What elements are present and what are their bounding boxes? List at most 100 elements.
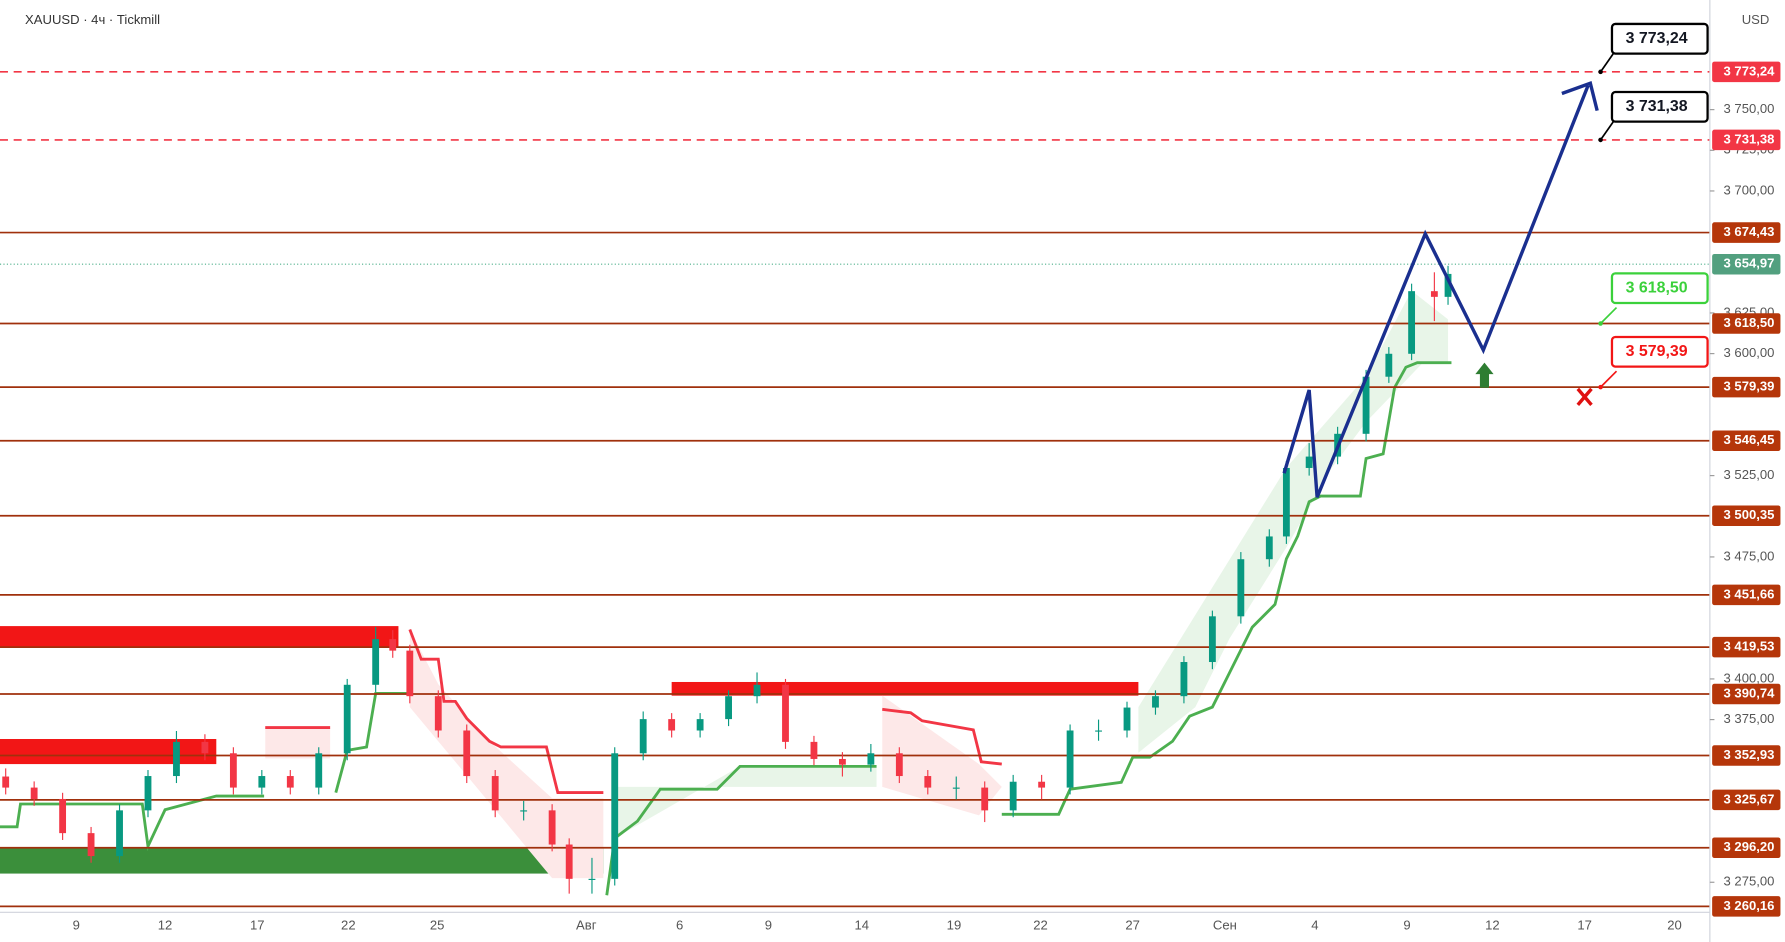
candle-body [696,719,704,731]
price-label-bg [1712,313,1781,334]
candle-body [981,787,989,811]
candle-body [1038,781,1046,788]
callout-pointer [1599,370,1618,388]
callouts: 3 773,24 3 731,38 3 618,50 3 579,39 [1598,22,1709,390]
price-label: 3 579,39 [1724,379,1775,394]
x-tick-label: 4 [1311,917,1318,932]
y-tick-label: 3 475,00 [1724,548,1775,563]
price-axis: 3 750,003 725,003 700,003 625,003 600,00… [73,61,1781,932]
x-tick-label: 27 [1125,917,1140,932]
candle-body [229,753,237,788]
candle-body [1408,291,1416,354]
y-tick-label: 3 400,00 [1724,670,1775,685]
price-label-bg [1712,505,1781,526]
callout-label: 3 579,39 [1626,343,1688,360]
x-tick-label: Сен [1213,917,1237,932]
candle-body [810,741,818,759]
candle-body [1430,291,1438,297]
candle-body [565,844,573,879]
candle-body [1009,781,1017,811]
y-tick-label: 3 700,00 [1724,182,1775,197]
candle-body [1385,353,1393,377]
candle-body [639,719,647,754]
price-label-bg [1712,837,1781,859]
candle-body [1066,730,1074,788]
y-tick-label: 3 600,00 [1724,345,1775,360]
x-tick-label: 17 [1577,917,1592,932]
candle-body [201,741,209,754]
candle-body [30,787,38,799]
callout-label: 3 773,24 [1626,30,1688,47]
y-tick-label: 3 525,00 [1724,467,1775,482]
price-label: 3 325,67 [1724,791,1775,806]
candle-body [520,810,528,812]
candle-body [1282,467,1290,537]
candle-body [116,810,123,857]
price-label-bg [1712,896,1781,917]
price-label-bg [1712,683,1781,705]
candle-body [753,684,761,697]
candle-body [867,753,875,765]
price-label: 3 731,38 [1724,131,1775,146]
candle-body [1180,662,1188,697]
price-label: 3 296,20 [1724,839,1775,854]
candle-body [491,776,499,811]
callout-box [1610,90,1709,123]
candle-body [87,833,95,857]
candle-body [2,776,10,788]
candle-body [588,878,596,880]
price-label-bg [1712,636,1781,658]
x-tick-label: 14 [854,917,869,932]
price-axis-bg [1709,0,1785,942]
candle-body [1265,536,1273,560]
x-tick-label: 19 [947,917,962,932]
price-label-bg [1712,584,1781,606]
symbol: XAUUSD · 4ч · Tickmill [25,12,160,27]
y-tick-label: 3 750,00 [1724,101,1775,116]
price-label-bg [1712,61,1781,83]
price-label: 3 654,97 [1724,256,1775,271]
candle-body [611,753,619,879]
currency: USD [1742,12,1770,27]
x-tick-label: Авг [576,917,597,932]
x-tick-label: 25 [430,917,445,932]
price-label-bg [1712,745,1781,766]
candle-body [258,776,266,788]
price-label-bg [1712,129,1781,151]
price-label: 3 674,43 [1724,224,1775,239]
candle-body [1305,456,1313,468]
forecast [1282,81,1599,498]
price-label: 3 352,93 [1724,747,1775,762]
price-label: 3 500,35 [1724,507,1775,522]
price-label: 3 546,45 [1724,432,1775,447]
price-label-bg [1712,253,1781,275]
callout-label: 3 618,50 [1626,279,1688,296]
callout-dot [1598,321,1603,326]
candle-body [286,776,294,788]
price-label-bg [1712,789,1781,811]
callout-pointer [1599,306,1618,325]
candle-body [838,758,846,765]
x-tick-label: 22 [1033,917,1048,932]
callout-dot [1598,137,1603,143]
candle-body [1123,707,1131,731]
price-label-bg [1712,376,1781,398]
callout-box [1610,22,1709,55]
price-label: 3 773,24 [1724,63,1776,78]
callout-box [1610,335,1709,368]
candle-body [59,798,67,834]
candle-body [952,787,960,789]
price-label: 3 390,74 [1724,685,1776,700]
candle-body [1208,616,1216,663]
candle-body [406,650,414,697]
x-tick-label: 17 [250,917,265,932]
candle-body [548,810,556,845]
x-tick-label: 6 [676,917,683,932]
candle-body [895,753,903,777]
callout-dot [1598,384,1603,390]
candle-body [1237,559,1245,617]
candle-body [315,753,323,788]
x-tick-label: 20 [1667,917,1682,932]
y-tick-label: 3 375,00 [1724,711,1775,726]
